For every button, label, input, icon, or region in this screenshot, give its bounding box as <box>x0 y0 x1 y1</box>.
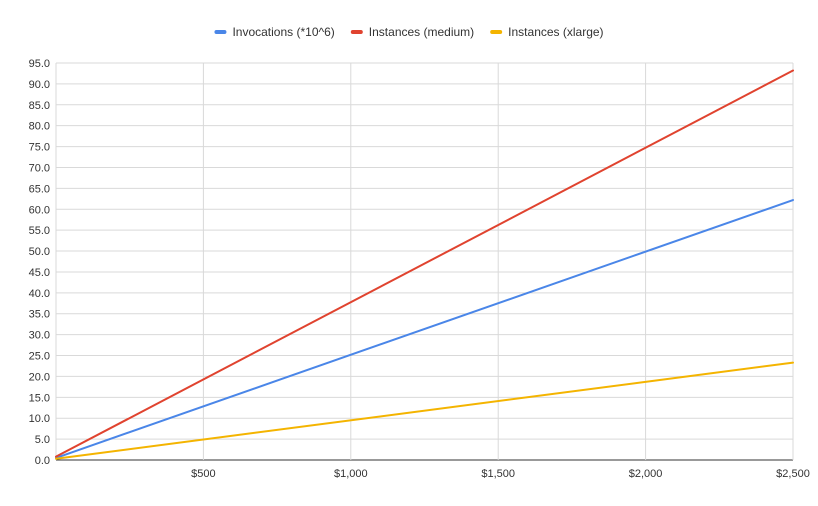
y-tick-label: 65.0 <box>29 183 50 195</box>
y-tick-label: 95.0 <box>29 58 50 70</box>
legend-label: Instances (xlarge) <box>508 25 603 39</box>
x-tick-label: $500 <box>191 468 215 480</box>
series-line-1 <box>55 199 794 459</box>
plot-area <box>55 69 794 460</box>
legend-swatch <box>350 30 363 34</box>
legend-item: Instances (xlarge) <box>490 25 604 39</box>
y-tick-label: 15.0 <box>29 392 50 404</box>
legend-label: Invocations (*10^6) <box>232 25 334 39</box>
y-tick-label: 70.0 <box>29 162 50 174</box>
y-tick-label: 85.0 <box>29 100 50 112</box>
y-tick-label: 55.0 <box>29 225 50 237</box>
y-tick-label: 90.0 <box>29 79 50 91</box>
y-tick-label: 0.0 <box>35 455 50 467</box>
legend-item: Instances (medium) <box>350 25 474 39</box>
y-tick-label: 50.0 <box>29 246 50 258</box>
y-tick-label: 75.0 <box>29 142 50 154</box>
y-tick-label: 45.0 <box>29 267 50 279</box>
legend: Invocations (*10^6) Instances (medium) Ins… <box>214 25 604 39</box>
legend-swatch <box>490 30 503 34</box>
legend-item: Invocations (*10^6) <box>214 25 335 39</box>
y-tick-label: 20.0 <box>29 371 50 383</box>
x-tick-label: $1,000 <box>334 468 368 480</box>
y-tick-label: 80.0 <box>29 121 50 133</box>
series-line-2 <box>55 69 794 458</box>
x-tick-label: $2,500 <box>776 468 810 480</box>
legend-swatch <box>214 30 227 34</box>
y-tick-label: 35.0 <box>29 309 50 321</box>
series-line-3 <box>55 361 794 460</box>
y-tick-label: 10.0 <box>29 413 50 425</box>
legend-label: Instances (medium) <box>369 25 474 39</box>
y-axis: 0.0 5.0 10.0 15.0 20.0 25.0 30.0 35.0 40.0 45.0 50… <box>29 58 50 467</box>
x-tick-label: $1,500 <box>481 468 515 480</box>
grid <box>55 62 794 461</box>
x-axis: $500 $1,000 $1,500 $2,000 $2,500 <box>191 468 810 480</box>
y-tick-label: 40.0 <box>29 288 50 300</box>
x-tick-label: $2,000 <box>629 468 663 480</box>
y-tick-label: 5.0 <box>35 434 50 446</box>
y-tick-label: 60.0 <box>29 204 50 216</box>
y-tick-label: 25.0 <box>29 351 50 363</box>
y-tick-label: 30.0 <box>29 330 50 342</box>
